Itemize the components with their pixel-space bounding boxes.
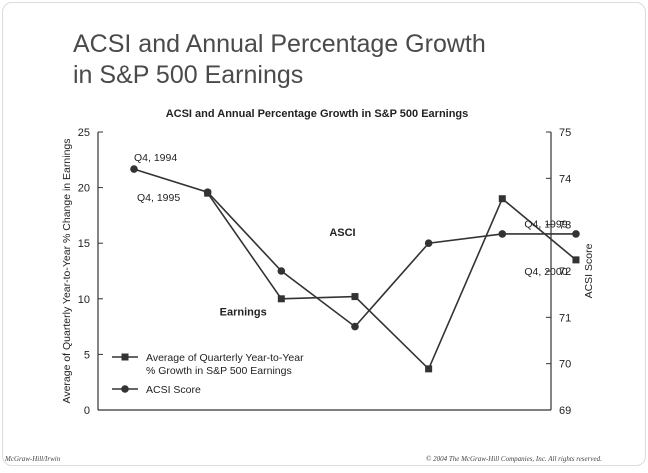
legend-acsi-marker: [121, 385, 129, 393]
earnings-point: [572, 256, 580, 264]
legend: Average of Quarterly Year-to-Year% Growt…: [112, 352, 304, 396]
annotation-label: Q4, 1995: [137, 192, 180, 204]
acsi-point: [203, 188, 212, 197]
left-tick-label: 10: [78, 294, 90, 306]
slide-title-line-2: in S&P 500 Earnings: [73, 61, 304, 89]
legend-earnings-marker: [121, 353, 129, 361]
acsi-line: [133, 168, 576, 328]
left-tick-label: 15: [78, 238, 90, 250]
right-tick-label: 72: [559, 266, 571, 278]
annotation-label: Q4, 2000: [524, 266, 567, 278]
right-tick-label: 73: [559, 220, 571, 232]
left-tick-label: 0: [84, 405, 90, 417]
annotations: Q4, 1994 Q4, 1995 ASCI Earnings Q4, 1999 Q4, …: [134, 152, 568, 318]
earnings-point: [277, 295, 285, 303]
chart-title: ACSI and Annual Percentage Growth in S&P…: [166, 108, 469, 120]
legend-earnings-label-line2: % Growth in S&P 500 Earnings: [146, 365, 292, 377]
earnings-line: [207, 192, 577, 371]
series-layer: [130, 165, 580, 373]
legend-acsi-label: ACSI Score: [146, 384, 201, 396]
left-tick-label: 5: [84, 349, 90, 361]
annotation-label: Q4, 1999: [524, 218, 567, 230]
legend-earnings-label: Average of Quarterly Year-to-Year: [146, 352, 304, 364]
left-tick-label: 20: [78, 183, 90, 195]
acsi-point: [572, 230, 580, 238]
annotation-label: ASCI: [329, 227, 355, 239]
earnings-point: [425, 365, 433, 373]
acsi-point: [130, 165, 138, 173]
acsi-point: [351, 322, 359, 331]
right-tick-label: 69: [559, 405, 571, 417]
right-tick-label: 75: [559, 127, 571, 139]
earnings-point: [351, 293, 359, 301]
annotation-label: Q4, 1994: [134, 152, 177, 164]
right-axis-label: ACSI Score: [583, 243, 595, 298]
slide-title-line-1: ACSI and Annual Percentage Growth: [73, 30, 486, 58]
acsi-point: [498, 230, 507, 238]
right-tick-label: 71: [559, 312, 571, 324]
annotation-label: Earnings: [220, 306, 267, 318]
acsi-point: [277, 267, 286, 275]
footer-copyright: © 2004 The McGraw-Hill Companies, Inc. A…: [426, 455, 602, 463]
left-tick-label: 25: [78, 127, 90, 139]
left-axis-label: Average of Quarterly Year-to-Year % Chan…: [61, 139, 73, 404]
right-tick-label: 74: [559, 173, 571, 185]
acsi-point: [424, 239, 433, 247]
right-tick-label: 70: [559, 359, 571, 371]
earnings-point: [498, 195, 506, 203]
axis-ticks: 0 5 10 15 20 25 69 70 71 72 73 74 75: [78, 127, 572, 417]
footer-publisher: McGraw-Hill/Irwin: [5, 455, 61, 463]
slide-title: ACSI and Annual Percentage Growth in S&P…: [73, 29, 593, 91]
